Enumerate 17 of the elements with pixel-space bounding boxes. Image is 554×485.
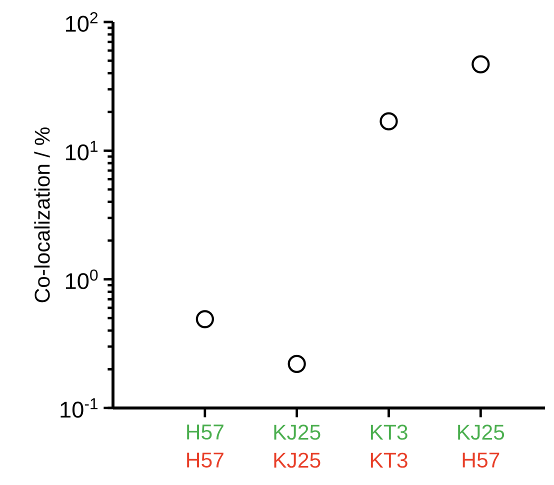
text: H57 bbox=[462, 452, 500, 468]
y-tick-label: 10$^{0}$ bbox=[66, 269, 98, 290]
y-tick-label: 10$^{-1}$ bbox=[60, 398, 98, 418]
x-tick-label: H57 bbox=[187, 424, 224, 440]
y-tick-label: 10$^{1}$ bbox=[66, 140, 98, 160]
text: KT3 bbox=[370, 452, 408, 468]
x-tick-label: KT3 bbox=[370, 424, 408, 440]
x-tick-label: KJ25 bbox=[274, 424, 320, 440]
x-tick-label: KJ25 bbox=[458, 424, 504, 440]
point bbox=[472, 55, 490, 74]
y-tick-label: 10$^{2}$ bbox=[66, 12, 98, 32]
text: KJ25 bbox=[274, 452, 320, 468]
y-axis-title: Co-localization / % bbox=[34, 127, 50, 302]
point bbox=[288, 354, 306, 373]
point bbox=[196, 310, 214, 328]
point bbox=[380, 112, 398, 130]
text: H57 bbox=[187, 452, 224, 468]
